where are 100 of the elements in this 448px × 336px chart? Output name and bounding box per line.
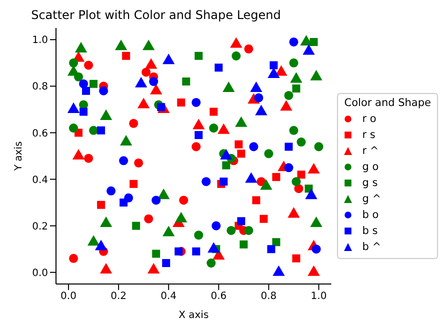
point	[158, 188, 170, 200]
point	[268, 68, 280, 78]
legend-label: b s	[362, 225, 378, 237]
legend-label: b ^	[362, 241, 382, 253]
point	[142, 40, 155, 50]
point	[100, 109, 112, 120]
point	[264, 149, 274, 158]
point	[255, 104, 268, 116]
point	[97, 126, 106, 134]
point	[80, 108, 88, 116]
point	[288, 207, 300, 218]
point	[270, 61, 278, 70]
point	[240, 240, 248, 248]
point	[290, 72, 302, 83]
point	[192, 142, 201, 152]
point	[152, 196, 161, 205]
point	[72, 148, 85, 160]
point	[284, 90, 294, 100]
point	[79, 79, 88, 88]
y-tick-label: 0.8	[32, 82, 48, 93]
point	[179, 196, 188, 205]
x-axis-title: X axis	[178, 310, 209, 321]
point	[272, 172, 280, 181]
legend-title: Color and Shape	[344, 97, 431, 109]
point	[220, 148, 232, 160]
point	[244, 226, 254, 235]
point	[292, 84, 300, 93]
point	[148, 263, 160, 274]
y-axis-title: Y axis	[14, 141, 25, 172]
point	[220, 178, 228, 186]
point	[292, 254, 300, 262]
point	[69, 124, 78, 133]
point	[162, 259, 170, 268]
point	[69, 58, 78, 68]
legend-label: g s	[362, 177, 378, 189]
point	[122, 52, 130, 60]
point	[177, 98, 186, 106]
point	[174, 247, 183, 256]
y-tick-label: 0.0	[32, 268, 48, 279]
point	[280, 100, 292, 111]
point	[214, 64, 223, 72]
legend-label: r o	[362, 113, 376, 125]
point	[82, 86, 90, 95]
point	[289, 126, 298, 135]
point	[289, 37, 298, 46]
point	[100, 263, 112, 274]
point	[74, 42, 88, 52]
point	[308, 162, 320, 174]
point	[69, 254, 78, 263]
point	[284, 163, 294, 172]
legend-label: r ^	[362, 145, 379, 157]
point	[222, 161, 230, 170]
x-tick-label: 0.4	[160, 291, 177, 302]
point	[134, 158, 144, 168]
point	[192, 118, 205, 130]
point	[272, 238, 280, 246]
y-tick-label: 1.0	[32, 35, 48, 46]
point	[209, 124, 218, 133]
point	[149, 77, 158, 86]
point	[210, 108, 218, 116]
legend-label: g ^	[362, 193, 382, 205]
point	[237, 217, 246, 226]
point	[192, 247, 200, 256]
point	[245, 172, 258, 183]
point	[222, 81, 235, 92]
point	[135, 76, 148, 88]
x-tick-label: 0.6	[210, 291, 227, 302]
point	[106, 186, 116, 196]
point	[234, 140, 243, 148]
point	[302, 44, 315, 55]
point	[244, 44, 254, 54]
point	[249, 142, 258, 152]
point	[289, 58, 298, 68]
point	[120, 198, 128, 207]
point	[232, 51, 241, 60]
y-tick-label: 0.2	[32, 221, 48, 232]
legend-label: g o	[362, 161, 379, 173]
point	[145, 58, 158, 69]
x-tick-label: 1.0	[310, 291, 327, 302]
point	[267, 245, 276, 254]
legend-label: b o	[362, 209, 379, 221]
y-tick-label: 0.6	[32, 128, 48, 140]
point	[130, 180, 138, 188]
point	[99, 86, 108, 96]
point	[296, 138, 306, 147]
point	[142, 68, 151, 77]
point	[212, 221, 221, 230]
x-tick-label: 0.8	[260, 291, 277, 302]
point	[297, 170, 306, 179]
point	[194, 230, 204, 240]
point	[252, 196, 260, 204]
x-tick-label: 0.0	[60, 291, 76, 302]
point	[310, 70, 322, 80]
point	[218, 123, 230, 134]
point	[144, 214, 154, 224]
point	[152, 250, 160, 258]
point	[97, 200, 106, 209]
chart-title: Scatter Plot with Color and Shape Legend	[30, 8, 282, 24]
point	[260, 214, 268, 223]
point	[250, 81, 262, 92]
